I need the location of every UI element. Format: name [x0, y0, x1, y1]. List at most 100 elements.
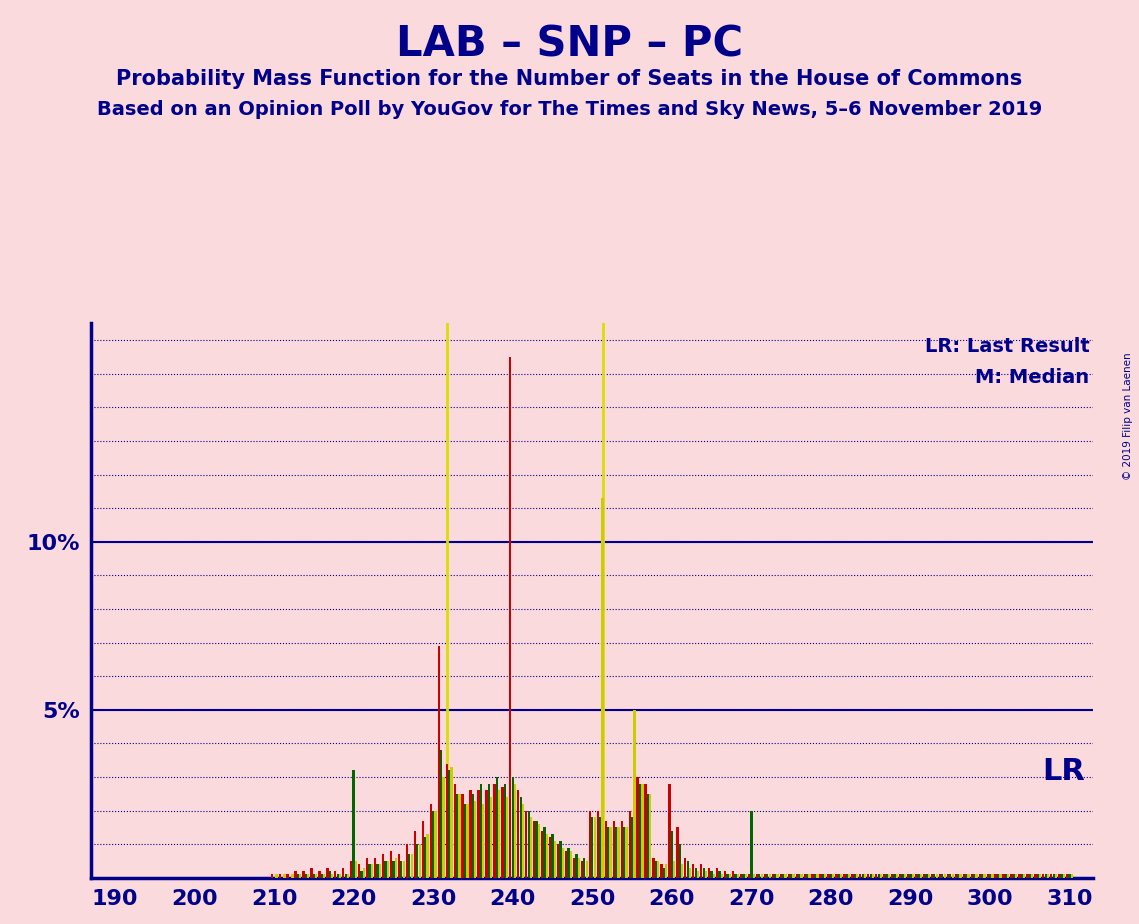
Bar: [865, 874, 867, 878]
Bar: [271, 874, 273, 878]
Bar: [617, 827, 620, 878]
Bar: [445, 763, 448, 878]
Bar: [849, 874, 851, 878]
Bar: [498, 790, 500, 878]
Bar: [795, 874, 797, 878]
Bar: [835, 874, 837, 878]
Bar: [811, 874, 813, 878]
Bar: [570, 851, 572, 878]
Bar: [809, 874, 811, 878]
Bar: [919, 874, 921, 878]
Bar: [665, 864, 667, 878]
Bar: [915, 874, 917, 878]
Bar: [681, 864, 683, 878]
Bar: [724, 871, 727, 878]
Bar: [1036, 874, 1039, 878]
Bar: [981, 874, 983, 878]
Bar: [806, 874, 809, 878]
Bar: [557, 845, 559, 878]
Bar: [527, 810, 530, 878]
Bar: [716, 868, 719, 878]
Bar: [713, 874, 715, 878]
Bar: [334, 871, 336, 878]
Bar: [703, 868, 705, 878]
Bar: [649, 794, 652, 878]
Bar: [695, 868, 697, 878]
Bar: [279, 874, 281, 878]
Bar: [891, 874, 893, 878]
Bar: [903, 874, 906, 878]
Bar: [297, 874, 300, 878]
Bar: [551, 834, 554, 878]
Bar: [366, 857, 368, 878]
Bar: [941, 874, 943, 878]
Bar: [631, 818, 633, 878]
Bar: [673, 861, 675, 878]
Bar: [994, 874, 997, 878]
Bar: [1023, 874, 1025, 878]
Bar: [661, 864, 663, 878]
Bar: [615, 827, 617, 878]
Bar: [851, 874, 853, 878]
Bar: [991, 874, 993, 878]
Bar: [493, 784, 495, 878]
Text: LAB – SNP – PC: LAB – SNP – PC: [396, 23, 743, 65]
Text: LR: LR: [1042, 758, 1085, 786]
Bar: [495, 777, 498, 878]
Bar: [785, 874, 787, 878]
Bar: [767, 874, 769, 878]
Bar: [693, 864, 695, 878]
Bar: [384, 861, 386, 878]
Bar: [456, 794, 458, 878]
Bar: [480, 784, 482, 878]
Bar: [344, 874, 346, 878]
Text: M: Median: M: Median: [975, 368, 1090, 387]
Bar: [1060, 874, 1063, 878]
Bar: [368, 864, 370, 878]
Bar: [907, 874, 909, 878]
Bar: [769, 874, 771, 878]
Bar: [933, 874, 935, 878]
Bar: [432, 810, 434, 878]
Text: Based on an Opinion Poll by YouGov for The Times and Sky News, 5–6 November 2019: Based on an Opinion Poll by YouGov for T…: [97, 100, 1042, 119]
Bar: [735, 874, 737, 878]
Bar: [641, 784, 644, 878]
Bar: [803, 874, 805, 878]
Bar: [777, 874, 779, 878]
Bar: [883, 874, 885, 878]
Bar: [949, 874, 951, 878]
Bar: [689, 868, 691, 878]
Bar: [276, 874, 278, 878]
Bar: [398, 855, 400, 878]
Bar: [888, 874, 891, 878]
Bar: [880, 874, 883, 878]
Bar: [895, 874, 898, 878]
Bar: [549, 837, 551, 878]
Bar: [538, 824, 540, 878]
Bar: [931, 874, 933, 878]
Bar: [633, 710, 636, 878]
Bar: [740, 874, 743, 878]
Bar: [708, 868, 711, 878]
Bar: [833, 874, 835, 878]
Bar: [867, 874, 869, 878]
Bar: [321, 874, 323, 878]
Bar: [382, 855, 384, 878]
Bar: [745, 874, 747, 878]
Bar: [607, 827, 609, 878]
Bar: [387, 861, 390, 878]
Bar: [461, 794, 464, 878]
Bar: [541, 831, 543, 878]
Bar: [697, 871, 699, 878]
Bar: [861, 874, 863, 878]
Bar: [999, 874, 1001, 878]
Bar: [721, 874, 723, 878]
Bar: [426, 834, 428, 878]
Bar: [392, 861, 394, 878]
Bar: [308, 874, 310, 878]
Bar: [711, 871, 713, 878]
Bar: [764, 874, 767, 878]
Bar: [605, 821, 607, 878]
Bar: [464, 804, 466, 878]
Bar: [408, 855, 410, 878]
